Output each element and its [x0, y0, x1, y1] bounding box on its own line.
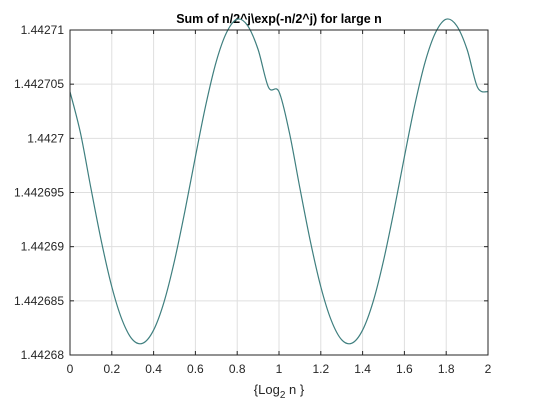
x-axis-label: {Log2 n } — [254, 382, 305, 401]
grid — [69, 29, 489, 356]
y-tick-label: 1.44271 — [21, 23, 65, 37]
x-tick-label: 0.6 — [187, 362, 204, 376]
y-tick-label: 1.442685 — [14, 294, 64, 308]
y-tick-label: 1.442695 — [14, 186, 64, 200]
x-tick-label: 1.2 — [312, 362, 329, 376]
x-tick-label: 2 — [485, 362, 492, 376]
x-tick-label: 0 — [67, 362, 74, 376]
x-axis-label-subscript: 2 — [280, 390, 286, 401]
y-axis: 1.44268 1.442685 1.44269 1.442695 1.4427 1.44… — [14, 23, 488, 362]
y-tick-label: 1.4427 — [27, 131, 64, 145]
x-axis-label-prefix: {Log — [254, 382, 280, 397]
y-tick-label: 1.44269 — [21, 240, 65, 254]
series-line — [69, 18, 489, 345]
x-axis: 0 0.2 0.4 0.6 0.8 1 1.2 1.4 1.6 1.8 2 — [67, 30, 492, 376]
y-tick-label: 1.44268 — [21, 348, 65, 362]
x-tick-label: 0.8 — [229, 362, 246, 376]
y-tick-label: 1.442705 — [14, 77, 64, 91]
x-tick-label: 1.4 — [354, 362, 371, 376]
x-tick-label: 1.6 — [396, 362, 413, 376]
chart-title: Sum of n/2^j\exp(-n/2^j) for large n — [176, 12, 382, 26]
x-tick-label: 1.8 — [438, 362, 455, 376]
x-tick-label: 0.2 — [103, 362, 120, 376]
x-axis-label-suffix: n } — [285, 382, 304, 397]
x-tick-label: 1 — [276, 362, 283, 376]
x-tick-label: 0.4 — [145, 362, 162, 376]
